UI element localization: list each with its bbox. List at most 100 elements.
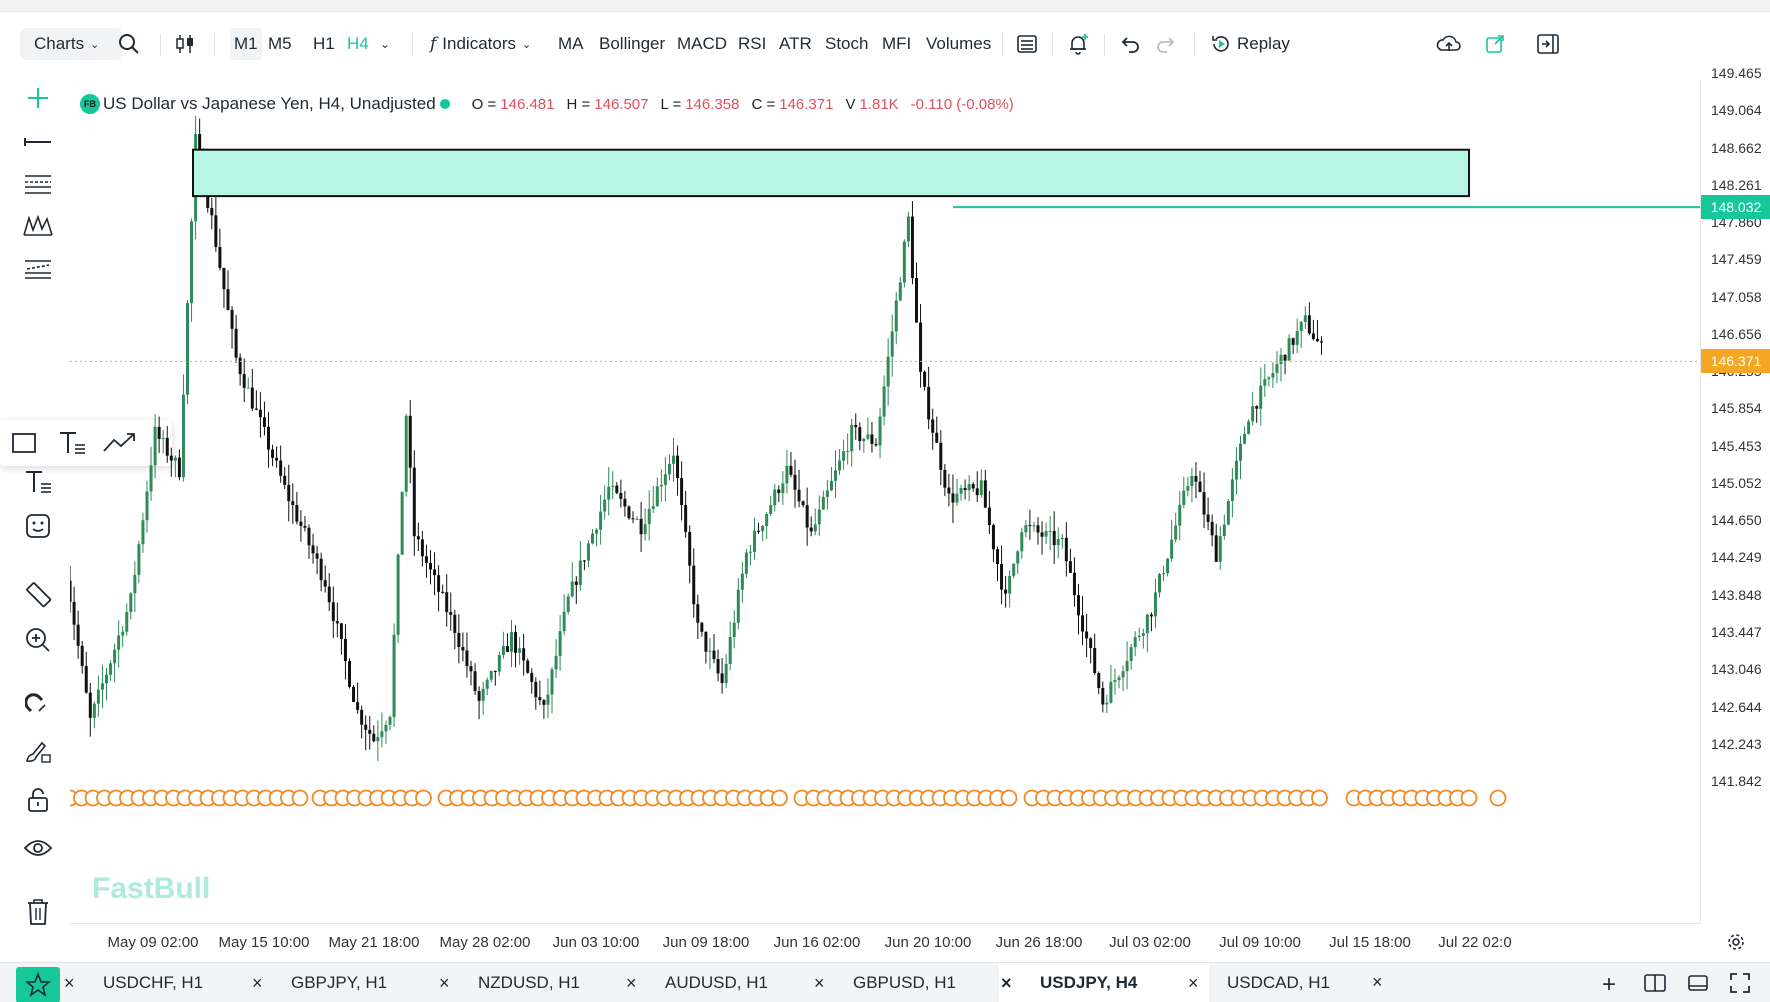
candle-down — [348, 661, 351, 687]
supply-zone-rectangle[interactable] — [192, 148, 1470, 198]
candle-down — [433, 569, 437, 576]
trash-icon[interactable] — [20, 894, 56, 930]
indicator-volumes[interactable]: Volumes — [926, 34, 992, 53]
toolbar-divider — [412, 34, 413, 56]
price-tick-label: 141.842 — [1711, 773, 1762, 789]
indicators-button[interactable]: f Indicators ⌄ — [430, 28, 531, 60]
charts-menu-button[interactable]: Charts ⌄ — [20, 28, 122, 60]
economic-event-marker[interactable] — [1460, 789, 1478, 807]
close-tab-icon[interactable]: × — [64, 972, 75, 993]
candle-type-icon[interactable] — [174, 28, 196, 60]
low-value: 146.358 — [685, 95, 740, 113]
candle-up — [1182, 490, 1186, 505]
economic-event-marker[interactable] — [771, 789, 788, 807]
parallel-channel-icon[interactable] — [20, 250, 56, 286]
economic-event-marker[interactable] — [1489, 789, 1507, 807]
candle-up — [1222, 524, 1226, 537]
chart-settings-gear-icon[interactable] — [1726, 932, 1746, 957]
candle-up — [1271, 373, 1275, 378]
indicator-stoch[interactable]: Stoch — [825, 34, 869, 53]
close-tab-icon[interactable]: × — [1372, 972, 1383, 992]
candle-down — [429, 563, 432, 570]
close-tab-icon[interactable]: × — [252, 972, 263, 993]
symbol-tab[interactable]: × GBPJPY, H1 — [250, 963, 460, 1002]
indicator-atr[interactable]: ATR — [779, 34, 812, 53]
economic-event-marker[interactable] — [415, 789, 432, 807]
candle-up — [955, 493, 959, 503]
candle-up — [667, 463, 671, 475]
brush-lock-icon[interactable] — [20, 734, 56, 770]
symbol-tab[interactable]: × USDJPY, H4 — [999, 963, 1209, 1002]
eye-visibility-icon[interactable] — [20, 830, 56, 866]
timeframe-h1[interactable]: H1 — [313, 34, 335, 53]
candle-up — [392, 634, 396, 718]
ruler-measure-icon[interactable] — [20, 576, 56, 612]
minimize-panel-icon[interactable] — [1688, 975, 1708, 996]
indicator-rsi[interactable]: RSI — [738, 34, 767, 53]
symbol-tab[interactable]: × GBPUSD, H1 — [812, 963, 1022, 1002]
favorites-star-button[interactable] — [16, 967, 60, 1002]
add-tab-plus-icon[interactable]: + — [1602, 971, 1617, 998]
magnet-icon[interactable] — [20, 686, 56, 722]
replay-button[interactable]: Replay — [1210, 28, 1290, 60]
timeframe-m1[interactable]: M1 — [230, 28, 262, 60]
symbol-title[interactable]: US Dollar vs Japanese Yen, H4, Unadjuste… — [103, 94, 436, 113]
timeframe-h4[interactable]: H4 — [347, 34, 369, 53]
redo-icon[interactable] — [1154, 28, 1176, 60]
symbol-tab[interactable]: × USDCAD, H1 — [1186, 963, 1396, 1002]
candle-up — [1186, 485, 1190, 491]
alert-bell-icon[interactable] — [1066, 28, 1090, 60]
close-tab-icon[interactable]: × — [626, 972, 637, 993]
symbol-legend: FB US Dollar vs Japanese Yen, H4, Unadju… — [80, 90, 1014, 118]
zoom-in-icon[interactable] — [20, 622, 56, 658]
layout-icon[interactable] — [1016, 28, 1038, 60]
candle-up — [1153, 592, 1157, 617]
close-tab-icon[interactable]: × — [1001, 972, 1012, 993]
price-tick-label: 146.656 — [1711, 325, 1762, 342]
price-axis[interactable]: 149.465 149.064 148.662 148.261 147.860 147.4… — [1700, 65, 1770, 923]
indicator-bollinger[interactable]: Bollinger — [599, 34, 666, 53]
indicator-mfi[interactable]: MFI — [882, 34, 912, 53]
crosshair-add-icon[interactable] — [20, 80, 56, 116]
candle-down — [477, 691, 481, 701]
symbol-tab[interactable]: × USDCHF, H1 — [62, 963, 272, 1002]
close-tab-icon[interactable]: × — [439, 972, 450, 993]
candle-down — [364, 724, 368, 730]
cloud-sync-icon[interactable] — [1436, 28, 1462, 60]
economic-event-marker[interactable] — [1311, 789, 1328, 807]
text-annotation-icon[interactable] — [20, 464, 56, 500]
wave-pattern-icon[interactable] — [20, 208, 56, 244]
candle-up — [838, 460, 842, 471]
emoji-sticker-icon[interactable] — [20, 508, 56, 544]
symbol-tab[interactable]: × AUDUSD, H1 — [624, 963, 834, 1002]
candle-up — [959, 487, 963, 494]
candle-up — [388, 717, 392, 725]
horizontal-line-icon[interactable] — [20, 124, 56, 160]
share-external-icon[interactable] — [1484, 28, 1506, 60]
symbol-tab[interactable]: × NZDUSD, H1 — [437, 963, 647, 1002]
price-chart-canvas[interactable]: FastBull — [70, 80, 1700, 923]
close-tab-icon[interactable]: × — [1188, 972, 1199, 993]
close-tab-icon[interactable]: × — [814, 972, 825, 993]
candle-up — [744, 552, 748, 574]
fullscreen-icon[interactable] — [1730, 973, 1750, 998]
time-axis[interactable]: May 09 02:00 May 15 10:00 May 21 18:00 May … — [70, 923, 1700, 959]
economic-event-marker[interactable] — [291, 789, 309, 807]
economic-event-marker[interactable] — [1000, 789, 1018, 807]
text-tool-icon[interactable] — [48, 420, 96, 466]
rectangle-icon[interactable] — [0, 420, 48, 466]
candle-down — [88, 692, 92, 718]
candle-down — [923, 371, 927, 387]
indicator-macd[interactable]: MACD — [677, 34, 728, 53]
undo-icon[interactable] — [1120, 28, 1142, 60]
candle-up — [655, 486, 659, 507]
indicator-ma[interactable]: MA — [558, 34, 584, 53]
split-layout-icon[interactable] — [1644, 974, 1666, 997]
exit-panel-icon[interactable] — [1536, 28, 1560, 60]
timeframe-more-chevron-icon[interactable]: ⌄ — [380, 37, 391, 51]
fibonacci-icon[interactable] — [20, 166, 56, 202]
search-icon[interactable] — [118, 28, 140, 60]
trend-arrow-icon[interactable] — [96, 420, 144, 466]
timeframe-m5[interactable]: M5 — [268, 34, 292, 53]
unlock-icon[interactable] — [20, 782, 56, 818]
